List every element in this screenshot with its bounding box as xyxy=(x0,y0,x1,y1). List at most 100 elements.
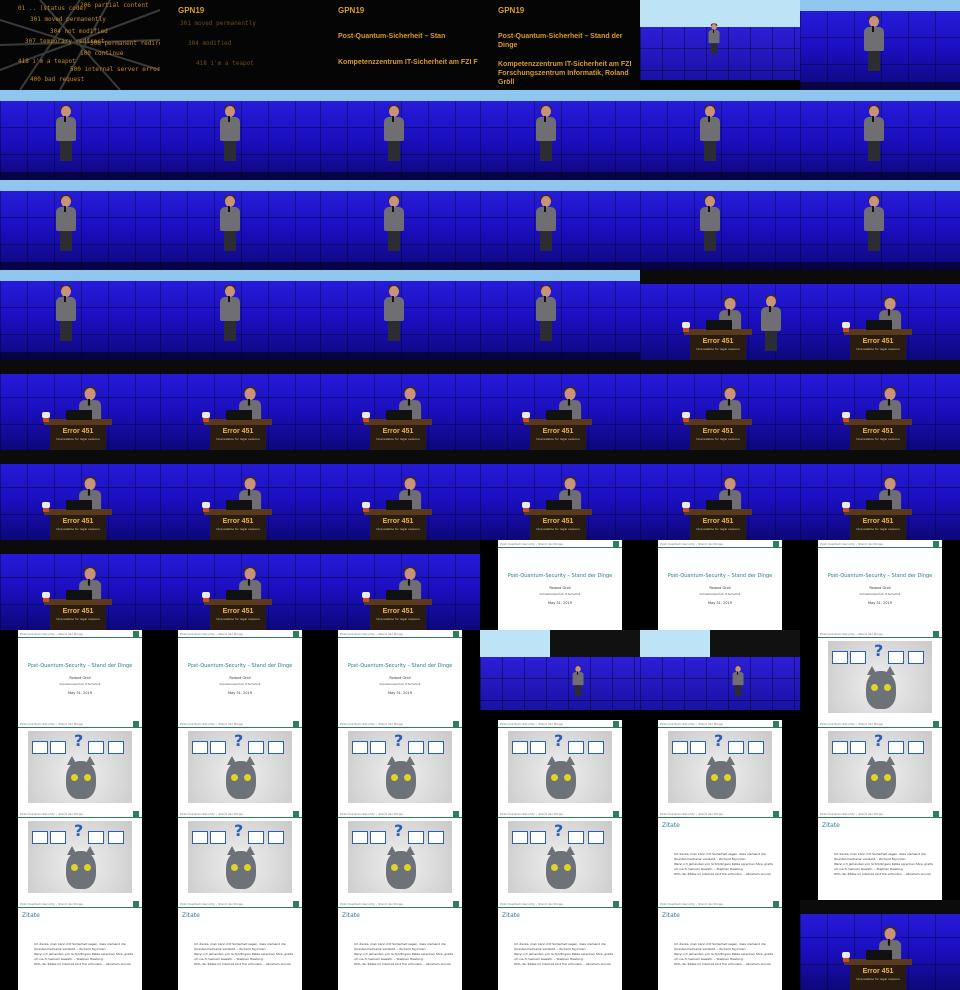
microphone xyxy=(576,671,579,675)
question-mark-icon: ? xyxy=(234,821,244,840)
lectern: Error 451 Unavailable for legal reasons xyxy=(364,500,432,540)
robot-figure-icon xyxy=(42,502,50,512)
microphone xyxy=(228,116,230,122)
top-dark-band xyxy=(320,540,480,554)
microphone xyxy=(407,489,411,496)
lectern: Error 451 Unavailable for legal reasons xyxy=(204,410,272,450)
fzi-logo-icon xyxy=(933,541,939,547)
quote-block: Ich denke, man kann mit Sicherheit sagen… xyxy=(194,942,294,967)
video-thumbnail: Post-Quantum-Security – Stand der Dinge P… xyxy=(160,630,320,720)
stage-floor xyxy=(160,172,320,180)
cat-box-icon xyxy=(672,741,688,754)
lectern-subtitle: Unavailable for legal reasons xyxy=(216,527,260,531)
top-dark-band xyxy=(160,450,320,464)
stage-floor xyxy=(160,262,320,270)
projection-screen-edge xyxy=(800,0,960,11)
cat-eye xyxy=(231,774,238,781)
quote-block: Ich denke, man kann mit Sicherheit sagen… xyxy=(834,852,934,877)
cat-face-icon xyxy=(226,846,256,889)
quote-line: Ich denke, man kann mit Sicherheit sagen… xyxy=(674,942,766,951)
lectern: Error 451 Unavailable for legal reasons xyxy=(844,950,912,990)
lectern-sign: Error 451 xyxy=(702,518,734,525)
slide-header: Post-Quantum-Security – Stand der Dinge xyxy=(20,902,83,906)
fzi-logo-icon xyxy=(453,811,459,817)
cat-face-icon xyxy=(226,756,256,799)
video-thumbnail xyxy=(160,90,320,180)
slide-title: Post-Quantum-Security – Stand der Dinge xyxy=(507,573,613,579)
web-strand xyxy=(39,0,121,90)
slide-page: Post-Quantum-Security – Stand der Dinge? xyxy=(818,630,942,720)
stage-wall-panels xyxy=(160,191,320,270)
video-thumbnail: Error 451 Unavailable for legal reasons xyxy=(0,360,160,450)
laptop-icon xyxy=(66,590,92,600)
speaker-head xyxy=(244,388,256,401)
event-label: GPN19 xyxy=(178,6,205,15)
video-thumbnail: Post-Quantum-Security – Stand der Dinge Z… xyxy=(640,900,800,990)
robot-figure-icon xyxy=(682,322,690,332)
slide-page: Post-Quantum-Security – Stand der Dinge Z… xyxy=(658,810,782,900)
microphone xyxy=(407,579,411,586)
speaker-head xyxy=(884,928,896,941)
slide-header: Post-Quantum-Security – Stand der Dinge xyxy=(660,812,723,816)
cat-box-icon xyxy=(88,831,104,844)
cat-ear xyxy=(227,756,237,765)
lectern-subtitle: Unavailable for legal reasons xyxy=(216,617,260,621)
microphone xyxy=(872,116,874,122)
projection-screen-edge xyxy=(800,90,960,101)
robot-body xyxy=(43,508,49,512)
video-thumbnail xyxy=(800,0,960,90)
microphone xyxy=(887,489,891,496)
cat-face-icon xyxy=(546,756,576,799)
cat-ear xyxy=(885,756,895,765)
cat-ear xyxy=(67,756,77,765)
slide-author: Roland Groll xyxy=(229,676,251,680)
cat-box-icon xyxy=(888,741,904,754)
question-mark-icon: ? xyxy=(554,821,564,840)
cat-eye xyxy=(871,774,878,781)
slide-header-rule xyxy=(178,907,302,908)
lectern-sign: Error 451 xyxy=(542,518,574,525)
fzi-logo-icon xyxy=(613,901,619,907)
robot-body xyxy=(843,418,849,422)
lectern-sign: Error 451 xyxy=(862,968,894,975)
robot-head xyxy=(842,502,850,508)
laptop-icon xyxy=(226,590,252,600)
slide-header-rule xyxy=(338,817,462,818)
video-thumbnail xyxy=(640,180,800,270)
speaker-head xyxy=(711,24,717,31)
cat-box-icon xyxy=(530,831,546,844)
quote-line: Wenn ich jemanden von Schrödingers Katze… xyxy=(514,952,614,961)
quote-line: Ich denke, man kann mit Sicherheit sagen… xyxy=(354,942,446,951)
robot-body xyxy=(843,958,849,962)
slide-header-rule xyxy=(338,727,462,728)
laptop-icon xyxy=(226,500,252,510)
schroedinger-cat-illustration: ? xyxy=(28,821,132,893)
robot-head xyxy=(522,412,530,418)
microphone xyxy=(872,206,874,212)
stage-floor xyxy=(480,352,640,360)
speaker-head xyxy=(564,388,576,401)
quote-line: Wenn ich jemanden von Schrödingers Katze… xyxy=(834,862,934,871)
question-mark-icon: ? xyxy=(234,731,244,750)
fzi-logo-icon xyxy=(133,721,139,727)
slide-page: Post-Quantum-Security – Stand der Dinge? xyxy=(818,720,942,810)
projection-screen-edge xyxy=(0,180,160,191)
slide-header: Post-Quantum-Security – Stand der Dinge xyxy=(820,722,883,726)
robot-figure-icon xyxy=(842,412,850,422)
lectern-subtitle: Unavailable for legal reasons xyxy=(856,977,900,981)
cat-ear xyxy=(547,846,557,855)
status-code-text: 01 .. (status code) xyxy=(18,5,87,12)
cat-box-icon xyxy=(888,651,904,664)
quote-line: 90% der Zitate im Internet sind frei erf… xyxy=(674,962,772,966)
speaker-legs xyxy=(60,231,72,251)
projection-screen-edge xyxy=(320,90,480,101)
lectern-subtitle: Unavailable for legal reasons xyxy=(56,527,100,531)
robot-figure-icon xyxy=(522,412,530,422)
schroedinger-cat-illustration: ? xyxy=(508,821,612,893)
slide-institution: Kompetenzzentrum IT-Sicherheit xyxy=(699,593,741,596)
slide-header: Post-Quantum-Security – Stand der Dinge xyxy=(180,722,243,726)
cat-ear xyxy=(85,846,95,855)
laptop-icon xyxy=(386,410,412,420)
video-thumbnail xyxy=(640,0,800,90)
robot-body xyxy=(43,598,49,602)
